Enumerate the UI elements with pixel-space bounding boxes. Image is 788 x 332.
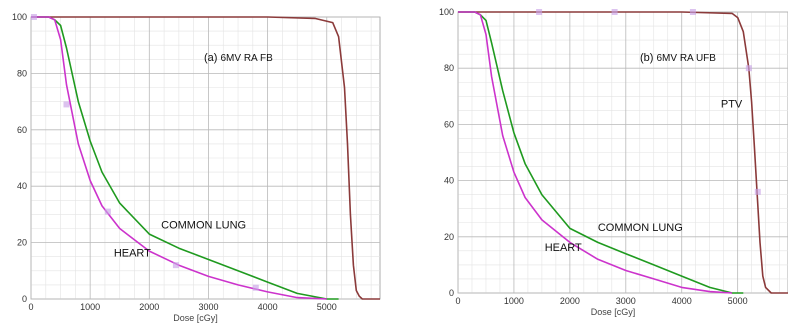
annotation-label: HEART (114, 248, 151, 260)
data-point-marker (754, 188, 761, 195)
panel-title-text: 6MV RA UFB (657, 53, 717, 64)
y-tick-label: 80 (444, 63, 454, 73)
annotation-label: HEART (545, 242, 582, 254)
y-tick-label: 80 (17, 68, 27, 78)
panel-title-text: 6MV RA FB (221, 53, 274, 64)
x-tick-label: 2000 (560, 296, 580, 306)
x-tick-label: 1000 (504, 296, 524, 306)
data-point-marker (63, 101, 70, 108)
annotation-label: PTV (721, 99, 743, 111)
y-tick-label: 0 (449, 288, 454, 298)
data-point-marker (104, 208, 111, 215)
series-line-common-lung (31, 16, 339, 300)
data-point-marker (611, 9, 618, 15)
y-tick-label: 60 (444, 119, 454, 129)
data-point-marker (252, 284, 259, 291)
y-tick-label: 40 (444, 176, 454, 186)
y-tick-label: 40 (17, 181, 27, 191)
panel-title: (a) 6MV RA FB (204, 52, 273, 64)
series-line-common-lung (458, 11, 744, 294)
x-axis-label: Dose [cGy] (173, 313, 218, 323)
x-tick-label: 0 (455, 296, 460, 306)
data-point-marker (745, 65, 752, 72)
panel-label: (b) (640, 52, 657, 64)
x-tick-label: 5000 (728, 296, 748, 306)
y-tick-label: 100 (12, 12, 27, 22)
y-tick-label: 60 (17, 125, 27, 135)
series-line-heart (458, 11, 733, 294)
series-line-curve-1 (31, 16, 380, 300)
x-axis-label: Dose [cGy] (591, 307, 636, 317)
x-tick-label: 5000 (317, 302, 337, 312)
panel-label: (a) (204, 52, 221, 64)
x-tick-label: 3000 (616, 296, 636, 306)
data-point-marker (30, 14, 37, 20)
grid (457, 11, 788, 294)
chart-panel-1: 0 1000 2000 3000 4000 5000 0 20 40 60 80 100 Dose [c… (12, 12, 381, 323)
y-tick-label: 20 (444, 232, 454, 242)
series-line-ptv (458, 11, 788, 294)
grid (30, 16, 380, 300)
y-tick-label: 100 (439, 7, 454, 17)
data-point-marker (536, 9, 543, 15)
data-point-marker (172, 262, 179, 269)
annotation-label: COMMON LUNG (598, 222, 683, 234)
x-tick-label: 0 (28, 302, 33, 312)
y-tick-label: 0 (22, 294, 27, 304)
chart-panel-2: 0 1000 2000 3000 4000 5000 0 20 40 60 80 100 Dose [c… (439, 7, 788, 317)
x-tick-label: 1000 (80, 302, 100, 312)
x-tick-label: 4000 (672, 296, 692, 306)
y-tick-label: 20 (17, 238, 27, 248)
x-tick-label: 3000 (198, 302, 218, 312)
x-tick-label: 4000 (258, 302, 278, 312)
panel-title: (b) 6MV RA UFB (640, 52, 716, 64)
data-point-marker (689, 9, 696, 15)
annotation-label: COMMON LUNG (161, 220, 246, 232)
x-tick-label: 2000 (139, 302, 159, 312)
